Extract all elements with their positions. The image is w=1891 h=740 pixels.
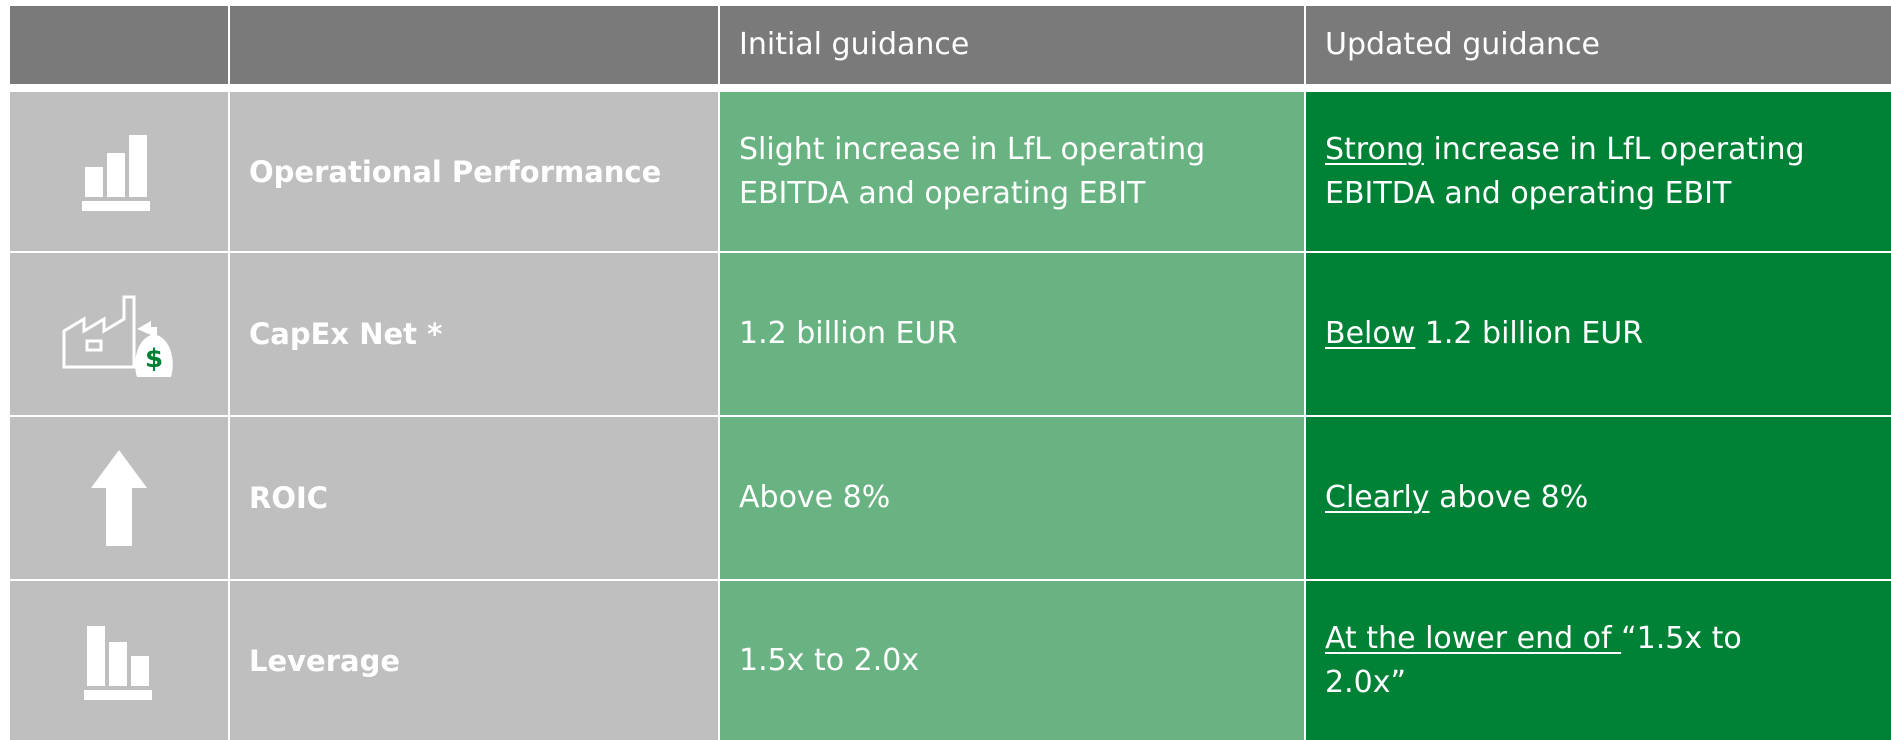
initial-guidance: Above 8% <box>720 417 1304 579</box>
label-text: Leverage <box>249 643 401 678</box>
label-text: Operational Performance <box>249 154 662 189</box>
initial-text: 1.5x to 2.0x <box>739 642 920 678</box>
updated-emphasis: Clearly <box>1325 480 1430 515</box>
row-icon <box>10 581 228 740</box>
row-icon <box>10 92 228 251</box>
updated-guidance: At the lower end of “1.5x to 2.0x” <box>1306 581 1891 740</box>
updated-rest: 1.2 billion EUR <box>1415 316 1644 351</box>
initial-guidance: 1.2 billion EUR <box>720 253 1304 415</box>
header-text: Updated guidance <box>1325 27 1601 62</box>
updated-guidance: Strong increase in LfL operating EBITDA … <box>1306 92 1891 251</box>
row-label: ROIC <box>230 417 718 579</box>
header-text: Initial guidance <box>739 27 970 62</box>
updated-emphasis: At the lower end of <box>1325 620 1622 656</box>
initial-guidance: 1.5x to 2.0x <box>720 581 1304 740</box>
header-cell <box>230 6 718 84</box>
initial-text: Slight increase in LfL operating EBITDA … <box>739 131 1206 211</box>
header-cell: Initial guidance <box>720 6 1304 84</box>
row-label: Operational Performance <box>230 92 718 251</box>
updated-guidance: Clearly above 8% <box>1306 417 1891 579</box>
row-icon <box>10 417 228 579</box>
row-label: Leverage <box>230 581 718 740</box>
updated-rest: above 8% <box>1429 480 1589 515</box>
updated-text: At the lower end of “1.5x to 2.0x” <box>1325 617 1815 705</box>
label-text: ROIC <box>249 481 329 515</box>
label-text: CapEx Net * <box>249 317 443 351</box>
updated-guidance: Below 1.2 billion EUR <box>1306 253 1891 415</box>
header-cell <box>10 6 228 84</box>
updated-emphasis: Strong <box>1325 131 1424 167</box>
row-icon: $ <box>10 253 228 415</box>
updated-text: Strong increase in LfL operating EBITDA … <box>1325 128 1815 216</box>
updated-emphasis: Below <box>1325 316 1416 351</box>
row-label: CapEx Net * <box>230 253 718 415</box>
initial-text: 1.2 billion EUR <box>739 316 958 351</box>
initial-text: Above 8% <box>739 480 891 515</box>
header-cell: Updated guidance <box>1306 6 1891 84</box>
svg-text:$: $ <box>145 344 163 374</box>
updated-text: Below 1.2 billion EUR <box>1325 312 1643 356</box>
initial-guidance: Slight increase in LfL operating EBITDA … <box>720 92 1304 251</box>
updated-text: Clearly above 8% <box>1325 476 1588 520</box>
updated-rest: increase in LfL operating EBITDA and ope… <box>1325 131 1815 211</box>
updated-rest: “1.5x to 2.0x” <box>1325 620 1752 700</box>
